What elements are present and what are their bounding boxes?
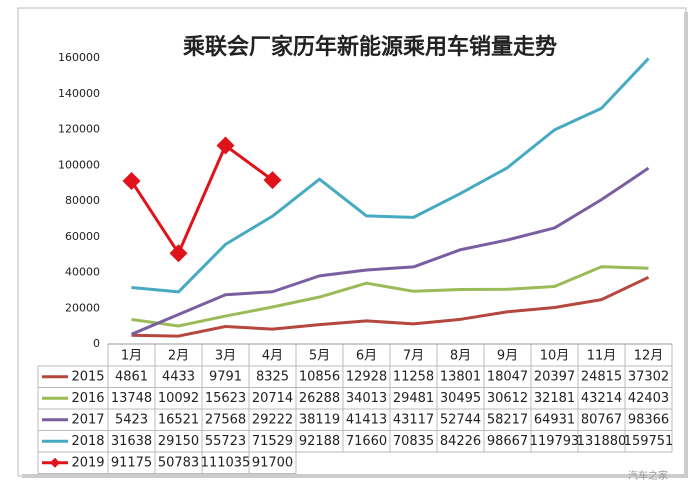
table-value: 92188 [299,434,340,449]
legend-marker [50,457,60,468]
y-tick-label: 160000 [58,51,100,64]
table-value: 16521 [158,412,199,427]
table-value: 8325 [256,369,289,384]
x-tick-label: 4月 [262,349,283,364]
y-tick-label: 60000 [65,230,100,243]
table-value: 98366 [628,412,669,427]
table-value: 20714 [252,391,293,406]
table-value: 37302 [628,369,669,384]
series-line [130,144,274,255]
x-tick-label: 1月 [121,349,142,364]
y-tick-label: 140000 [58,87,100,100]
series-line [131,275,650,338]
frame-shadow [684,12,688,478]
table-value: 29222 [252,412,293,427]
table-value: 12928 [346,369,387,384]
y-tick-label: 20000 [65,301,100,314]
series-line [131,265,649,328]
table-value: 5423 [115,412,148,427]
chart-title: 乘联会厂家历年新能源乘用车销量走势 [182,34,557,60]
table-value: 111035 [201,455,251,470]
table-value: 91175 [111,455,152,470]
table-value: 84226 [440,434,481,449]
table-value: 13801 [440,369,481,384]
chart-frame [17,7,687,477]
table-value: 71529 [252,434,293,449]
series-line [130,166,650,336]
table-value: 29481 [393,391,434,406]
x-tick-label: 8月 [450,349,471,364]
table-value: 50783 [158,455,199,470]
x-tick-label: 11月 [587,349,617,364]
table-value: 41413 [346,412,387,427]
legend-label: 2015 [71,369,104,384]
table-value: 29150 [158,434,199,449]
x-tick-label: 7月 [403,349,424,364]
y-tick-label: 100000 [58,158,100,171]
table-value: 42403 [628,391,669,406]
table-value: 30612 [487,391,528,406]
table-value: 18047 [487,369,528,384]
x-tick-label: 5月 [309,349,330,364]
table-value: 32181 [534,391,575,406]
y-tick-label: 0 [93,337,100,350]
table-value: 20397 [534,369,575,384]
table-value: 4861 [115,369,148,384]
watermark: 汽车之家 [628,469,668,482]
x-tick-label: 9月 [497,349,518,364]
table-value: 10856 [299,369,340,384]
x-tick-label: 6月 [356,349,377,364]
table-value: 119793 [530,434,580,449]
table-value: 70835 [393,434,434,449]
table-value: 31638 [111,434,152,449]
table-value: 80767 [581,412,622,427]
table-value: 4433 [162,369,195,384]
y-tick-label: 80000 [65,194,100,207]
point-marker [263,171,282,190]
x-tick-label: 12月 [634,349,664,364]
table-value: 55723 [205,434,246,449]
table-value: 43117 [393,412,434,427]
table-value: 38119 [299,412,340,427]
table-value: 27568 [205,412,246,427]
table-value: 34013 [346,391,387,406]
table-value: 15623 [205,391,246,406]
y-tick-label: 120000 [58,123,100,136]
table-value: 10092 [158,391,199,406]
frame-shadow [22,474,688,478]
legend-label: 2019 [71,455,104,470]
legend-label: 2018 [71,434,104,449]
table-value: 159751 [624,434,674,449]
table-value: 13748 [111,391,152,406]
series-line [131,57,650,294]
x-tick-label: 2月 [168,349,189,364]
table-value: 11258 [393,369,434,384]
y-tick-label: 40000 [65,266,100,279]
table-value: 64931 [534,412,575,427]
legend-label: 2016 [71,391,104,406]
table-value: 71660 [346,434,387,449]
table-value: 52744 [440,412,481,427]
table-value: 131880 [577,434,627,449]
table-value: 98667 [487,434,528,449]
table-value: 26288 [299,391,340,406]
table-value: 9791 [209,369,242,384]
table-value: 43214 [581,391,622,406]
x-tick-label: 10月 [540,349,570,364]
legend-label: 2017 [71,412,104,427]
point-marker [216,136,235,155]
x-tick-label: 3月 [215,349,236,364]
point-marker [169,244,188,263]
table-value: 24815 [581,369,622,384]
table-value: 91700 [252,455,293,470]
table-value: 58217 [487,412,528,427]
point-marker [122,172,141,191]
table-value: 30495 [440,391,481,406]
